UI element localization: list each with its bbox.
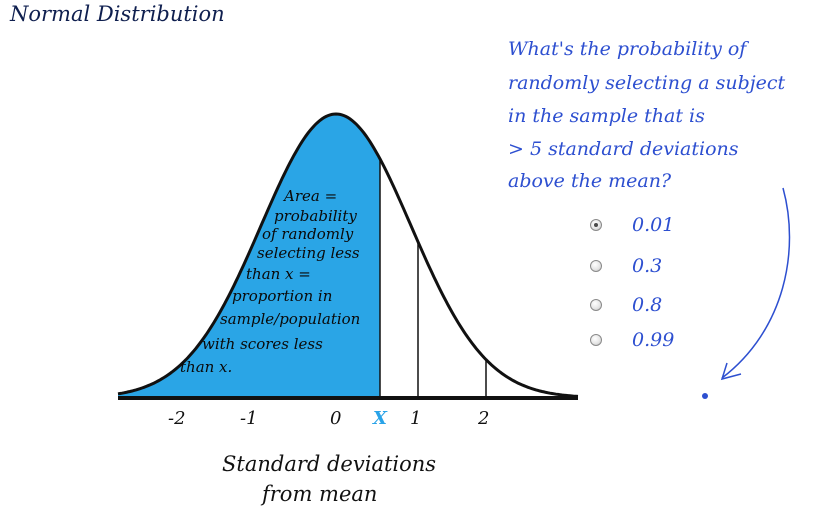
tick-label: 2 bbox=[478, 408, 490, 429]
pen-dot bbox=[702, 393, 708, 399]
area-line: proportion in bbox=[232, 287, 333, 305]
radio-button[interactable] bbox=[590, 334, 602, 346]
option-label: 0.01 bbox=[632, 214, 675, 236]
area-line: of randomly bbox=[262, 225, 354, 243]
normal-curve bbox=[117, 112, 579, 398]
answer-option[interactable]: 0.01 bbox=[590, 213, 674, 237]
option-label: 0.8 bbox=[632, 294, 663, 316]
answer-option[interactable]: 0.99 bbox=[590, 328, 674, 352]
x-marker-label: X bbox=[373, 408, 387, 429]
area-line: selecting less bbox=[257, 244, 360, 262]
hand-drawn-arrow bbox=[721, 187, 791, 379]
area-line: with scores less bbox=[202, 335, 323, 353]
x-axis-label: from mean bbox=[262, 482, 378, 506]
question-line: > 5 standard deviations bbox=[508, 138, 739, 160]
area-line: than x = bbox=[246, 265, 311, 283]
area-line: probability bbox=[274, 207, 357, 225]
answer-option[interactable]: 0.3 bbox=[590, 254, 662, 278]
answer-option[interactable]: 0.8 bbox=[590, 293, 662, 317]
tick-label: -1 bbox=[240, 408, 258, 429]
tick-label: 0 bbox=[330, 408, 342, 429]
question-line: above the mean? bbox=[508, 170, 672, 192]
area-line: sample/population bbox=[220, 310, 361, 328]
x-axis-label: Standard deviations bbox=[222, 452, 437, 476]
page-title: Normal Distribution bbox=[10, 2, 225, 26]
question-line: What's the probability of bbox=[508, 38, 747, 60]
tick-label: 1 bbox=[410, 408, 422, 429]
arrow-head bbox=[720, 362, 742, 381]
area-line: Area = bbox=[284, 187, 338, 205]
question-line: randomly selecting a subject bbox=[508, 72, 786, 94]
option-label: 0.3 bbox=[632, 255, 663, 277]
option-label: 0.99 bbox=[632, 329, 675, 351]
question-line: in the sample that is bbox=[508, 105, 705, 127]
radio-button[interactable] bbox=[590, 299, 602, 311]
radio-button[interactable] bbox=[590, 219, 602, 231]
radio-button[interactable] bbox=[590, 260, 602, 272]
area-line: than x. bbox=[180, 358, 233, 376]
tick-label: -2 bbox=[168, 408, 186, 429]
